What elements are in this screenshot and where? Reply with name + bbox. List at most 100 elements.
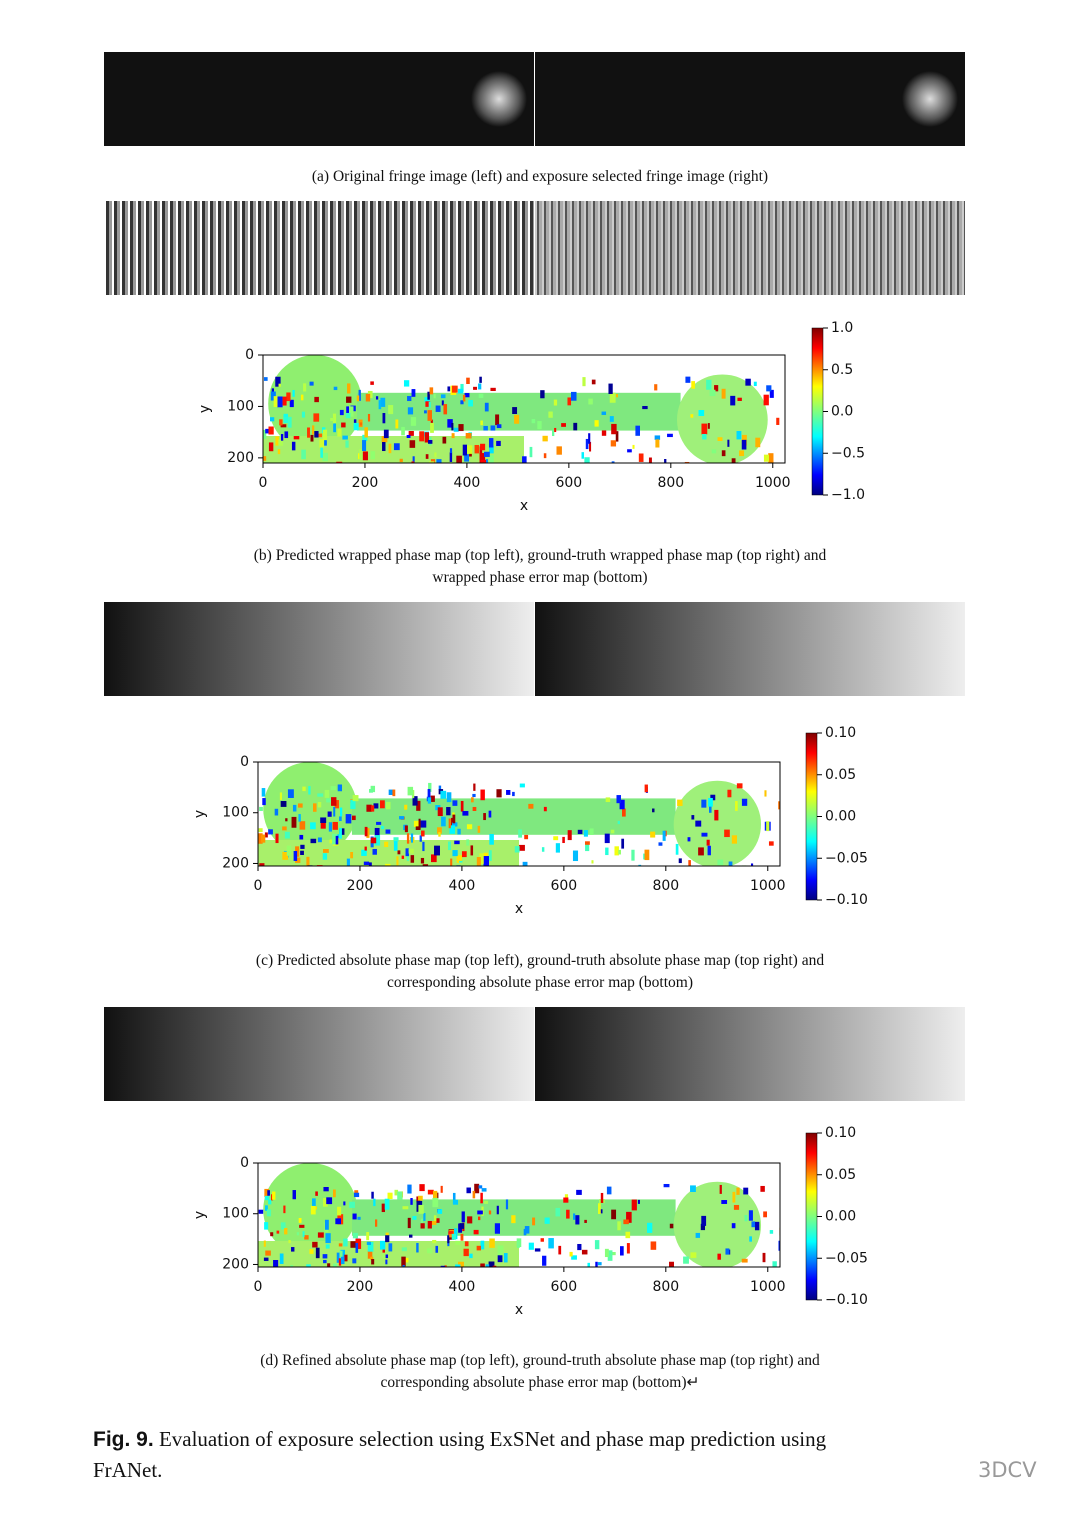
heatmap-pixel <box>291 1247 295 1252</box>
heatmap-pixel <box>300 850 304 855</box>
heatmap-pixel <box>302 1231 305 1237</box>
heatmap-pixel <box>707 845 711 856</box>
heatmap-pixel <box>374 835 381 846</box>
heatmap-pixel <box>410 417 417 426</box>
heatmap-pixel <box>412 796 418 806</box>
heatmap-pixel <box>312 1241 318 1248</box>
heatmap-pixel <box>588 398 593 405</box>
heatmap-region <box>356 392 681 431</box>
heatmap-pixel <box>690 414 694 418</box>
heatmap-pixel <box>489 834 494 845</box>
heatmap-pixel <box>452 800 458 806</box>
heatmap-pixel <box>393 443 400 451</box>
heatmap-pixel <box>548 1238 554 1249</box>
heatmap-pixel <box>353 423 359 431</box>
heatmap-pixel <box>725 1248 730 1255</box>
y-tick-label: 0 <box>240 754 249 770</box>
heatmap-pixel <box>581 452 585 459</box>
heatmap-pixel <box>572 850 579 862</box>
heatmap-pixel <box>449 452 453 462</box>
heatmap-pixel <box>333 806 336 817</box>
heatmap-pixel <box>755 437 761 448</box>
heatmap-pixel <box>655 439 660 448</box>
colorbar <box>811 327 824 496</box>
heatmap-pixel <box>279 419 283 426</box>
heatmap-pixel <box>413 820 420 827</box>
heatmap-pixel <box>263 1240 266 1247</box>
heatmap-pixel <box>447 419 453 428</box>
heatmap-pixel <box>684 461 690 463</box>
heatmap-pixel <box>581 1249 588 1255</box>
x-axis-label: x <box>515 901 523 917</box>
heatmap-pixel <box>434 845 440 856</box>
heatmap-pixel <box>420 857 425 864</box>
ground-truth-absolute-phase <box>535 602 965 696</box>
heatmap-pixel <box>766 821 770 832</box>
heatmap-pixel <box>721 388 726 399</box>
heatmap-pixel <box>647 1222 653 1233</box>
heatmap-pixel <box>595 1261 598 1267</box>
heatmap-pixel <box>268 426 274 435</box>
heatmap-pixel <box>584 457 590 463</box>
heatmap-pixel <box>355 1238 362 1249</box>
heatmap-pixel <box>352 1232 358 1239</box>
heatmap-pixel <box>483 856 489 866</box>
heatmap-pixel <box>669 1261 674 1267</box>
heatmap-pixel <box>480 789 485 801</box>
heatmap-pixel <box>411 389 416 397</box>
heatmap-pixel <box>454 1228 458 1240</box>
colorbar-tick-label: −0.10 <box>825 1292 868 1308</box>
heatmap-pixel <box>429 387 434 395</box>
heatmap-pixel <box>270 1232 274 1237</box>
caption: (b) Predicted wrapped phase map (top lef… <box>0 545 1080 589</box>
heatmap-pixel <box>345 814 352 824</box>
heatmap-pixel <box>388 443 392 454</box>
heatmap-pixel <box>548 411 553 418</box>
heatmap-pixel <box>432 1190 438 1202</box>
heatmap-pixel <box>323 1259 327 1264</box>
heatmap-pixel <box>306 1264 311 1267</box>
heatmap-pixel <box>293 436 300 440</box>
heatmap-pixel <box>299 821 306 830</box>
heatmap-pixel <box>478 1185 483 1189</box>
heatmap-pixel <box>456 855 463 861</box>
heatmap-pixel <box>452 1199 459 1205</box>
heatmap-region <box>673 780 762 866</box>
heatmap-pixel <box>465 462 472 463</box>
heatmap-pixel <box>766 385 772 392</box>
heatmap-pixel <box>410 1198 413 1205</box>
heatmap-pixel <box>283 1205 286 1214</box>
heatmap-pixel <box>512 407 518 414</box>
heatmap-pixel <box>614 846 619 856</box>
heatmap-pixel <box>402 1206 409 1210</box>
heatmap-pixel <box>410 855 415 863</box>
heatmap-pixel <box>497 1245 504 1256</box>
heatmap-pixel <box>479 453 486 463</box>
heatmap-pixel <box>690 1252 697 1258</box>
heatmap-pixel <box>342 435 348 440</box>
heatmap-pixel <box>394 1189 399 1196</box>
heatmap-pixel <box>324 789 330 798</box>
heatmap-pixel <box>407 1184 412 1194</box>
heatmap-pixel <box>597 1262 602 1266</box>
heatmap-pixel <box>452 850 458 857</box>
heatmap-pixel <box>350 852 354 859</box>
heatmap-pixel <box>600 1192 604 1203</box>
heatmap-pixel <box>378 400 382 410</box>
heatmap-pixel <box>567 830 572 841</box>
heatmap-pixel <box>490 425 496 431</box>
heatmap-pixel <box>265 428 272 434</box>
heatmap-pixel <box>287 416 292 428</box>
heatmap-pixel <box>299 1224 305 1228</box>
heatmap-pixel <box>524 834 529 840</box>
heatmap-pixel <box>300 844 305 849</box>
heatmap-pixel <box>698 847 704 856</box>
heatmap-pixel <box>735 801 738 811</box>
heatmap-pixel <box>345 440 349 448</box>
heatmap-pixel <box>678 858 682 864</box>
colorbar-tick-label: 0.10 <box>825 725 856 741</box>
heatmap-pixel <box>310 838 317 844</box>
heatmap-pixel <box>427 410 432 421</box>
heatmap-pixel <box>437 807 443 817</box>
heatmap-region <box>268 355 363 453</box>
